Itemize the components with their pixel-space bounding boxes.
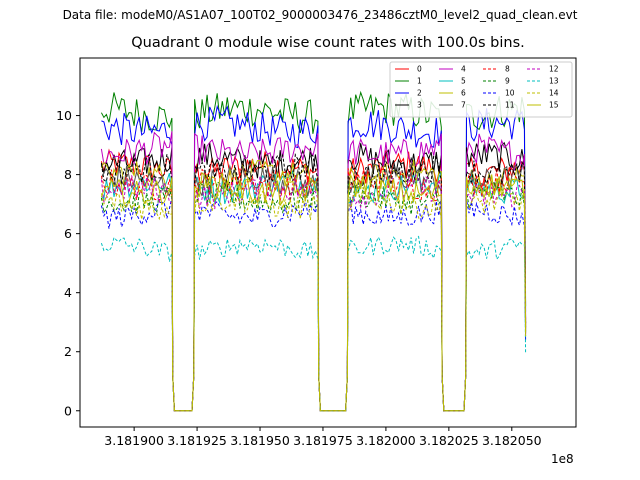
series-line-11 bbox=[100, 153, 527, 412]
y-tick-label: 8 bbox=[64, 167, 72, 182]
series-line-1 bbox=[100, 90, 527, 412]
legend-label-5: 5 bbox=[461, 77, 466, 86]
legend-label-12: 12 bbox=[549, 65, 559, 74]
y-tick-label: 4 bbox=[64, 285, 72, 300]
series-line-8 bbox=[100, 165, 527, 412]
chart-title: Quadrant 0 module wise count rates with … bbox=[131, 35, 525, 51]
x-axis-offset-label: 1e8 bbox=[551, 452, 574, 466]
x-tick-label: 3.181925 bbox=[167, 433, 227, 448]
plot-series-group bbox=[100, 90, 527, 412]
legend-box bbox=[389, 61, 573, 118]
y-tick-label: 0 bbox=[64, 403, 72, 418]
series-line-9 bbox=[100, 181, 527, 412]
plot-frame bbox=[79, 57, 577, 428]
series-line-5 bbox=[101, 170, 527, 412]
series-line-10 bbox=[100, 197, 527, 412]
axis-ticks: 3.181900 3.181925 3.181950 3.181975 3.182000… bbox=[56, 108, 542, 448]
legend-label-13: 13 bbox=[549, 77, 559, 86]
legend-label-1: 1 bbox=[417, 77, 422, 86]
legend-label-14: 14 bbox=[549, 89, 559, 98]
x-tick-label: 3.182025 bbox=[419, 433, 479, 448]
x-tick-label: 3.181975 bbox=[293, 433, 353, 448]
legend-label-8: 8 bbox=[505, 65, 510, 74]
y-tick-label: 2 bbox=[64, 344, 72, 359]
legend-label-9: 9 bbox=[505, 77, 510, 86]
legend-label-7: 7 bbox=[461, 101, 466, 110]
legend-label-4: 4 bbox=[461, 65, 466, 74]
x-tick-label: 3.182050 bbox=[482, 433, 542, 448]
series-line-12 bbox=[100, 174, 527, 412]
figure-supertitle: Data file: modeM0/AS1A07_100T02_90000034… bbox=[62, 8, 578, 22]
legend-label-15: 15 bbox=[549, 101, 559, 110]
legend-label-3: 3 bbox=[417, 101, 422, 110]
series-line-13 bbox=[100, 235, 527, 412]
y-tick-label: 10 bbox=[56, 108, 72, 123]
legend-label-0: 0 bbox=[417, 65, 422, 74]
series-line-4 bbox=[100, 131, 527, 412]
x-tick-label: 3.181950 bbox=[230, 433, 290, 448]
legend-label-2: 2 bbox=[417, 89, 422, 98]
x-tick-label: 3.182000 bbox=[356, 433, 416, 448]
legend-label-10: 10 bbox=[505, 89, 515, 98]
legend-label-11: 11 bbox=[505, 101, 515, 110]
legend-label-6: 6 bbox=[461, 89, 466, 98]
series-line-14 bbox=[100, 185, 527, 412]
x-tick-label: 3.181900 bbox=[104, 433, 164, 448]
y-tick-label: 6 bbox=[64, 226, 72, 241]
series-line-15 bbox=[100, 171, 527, 412]
